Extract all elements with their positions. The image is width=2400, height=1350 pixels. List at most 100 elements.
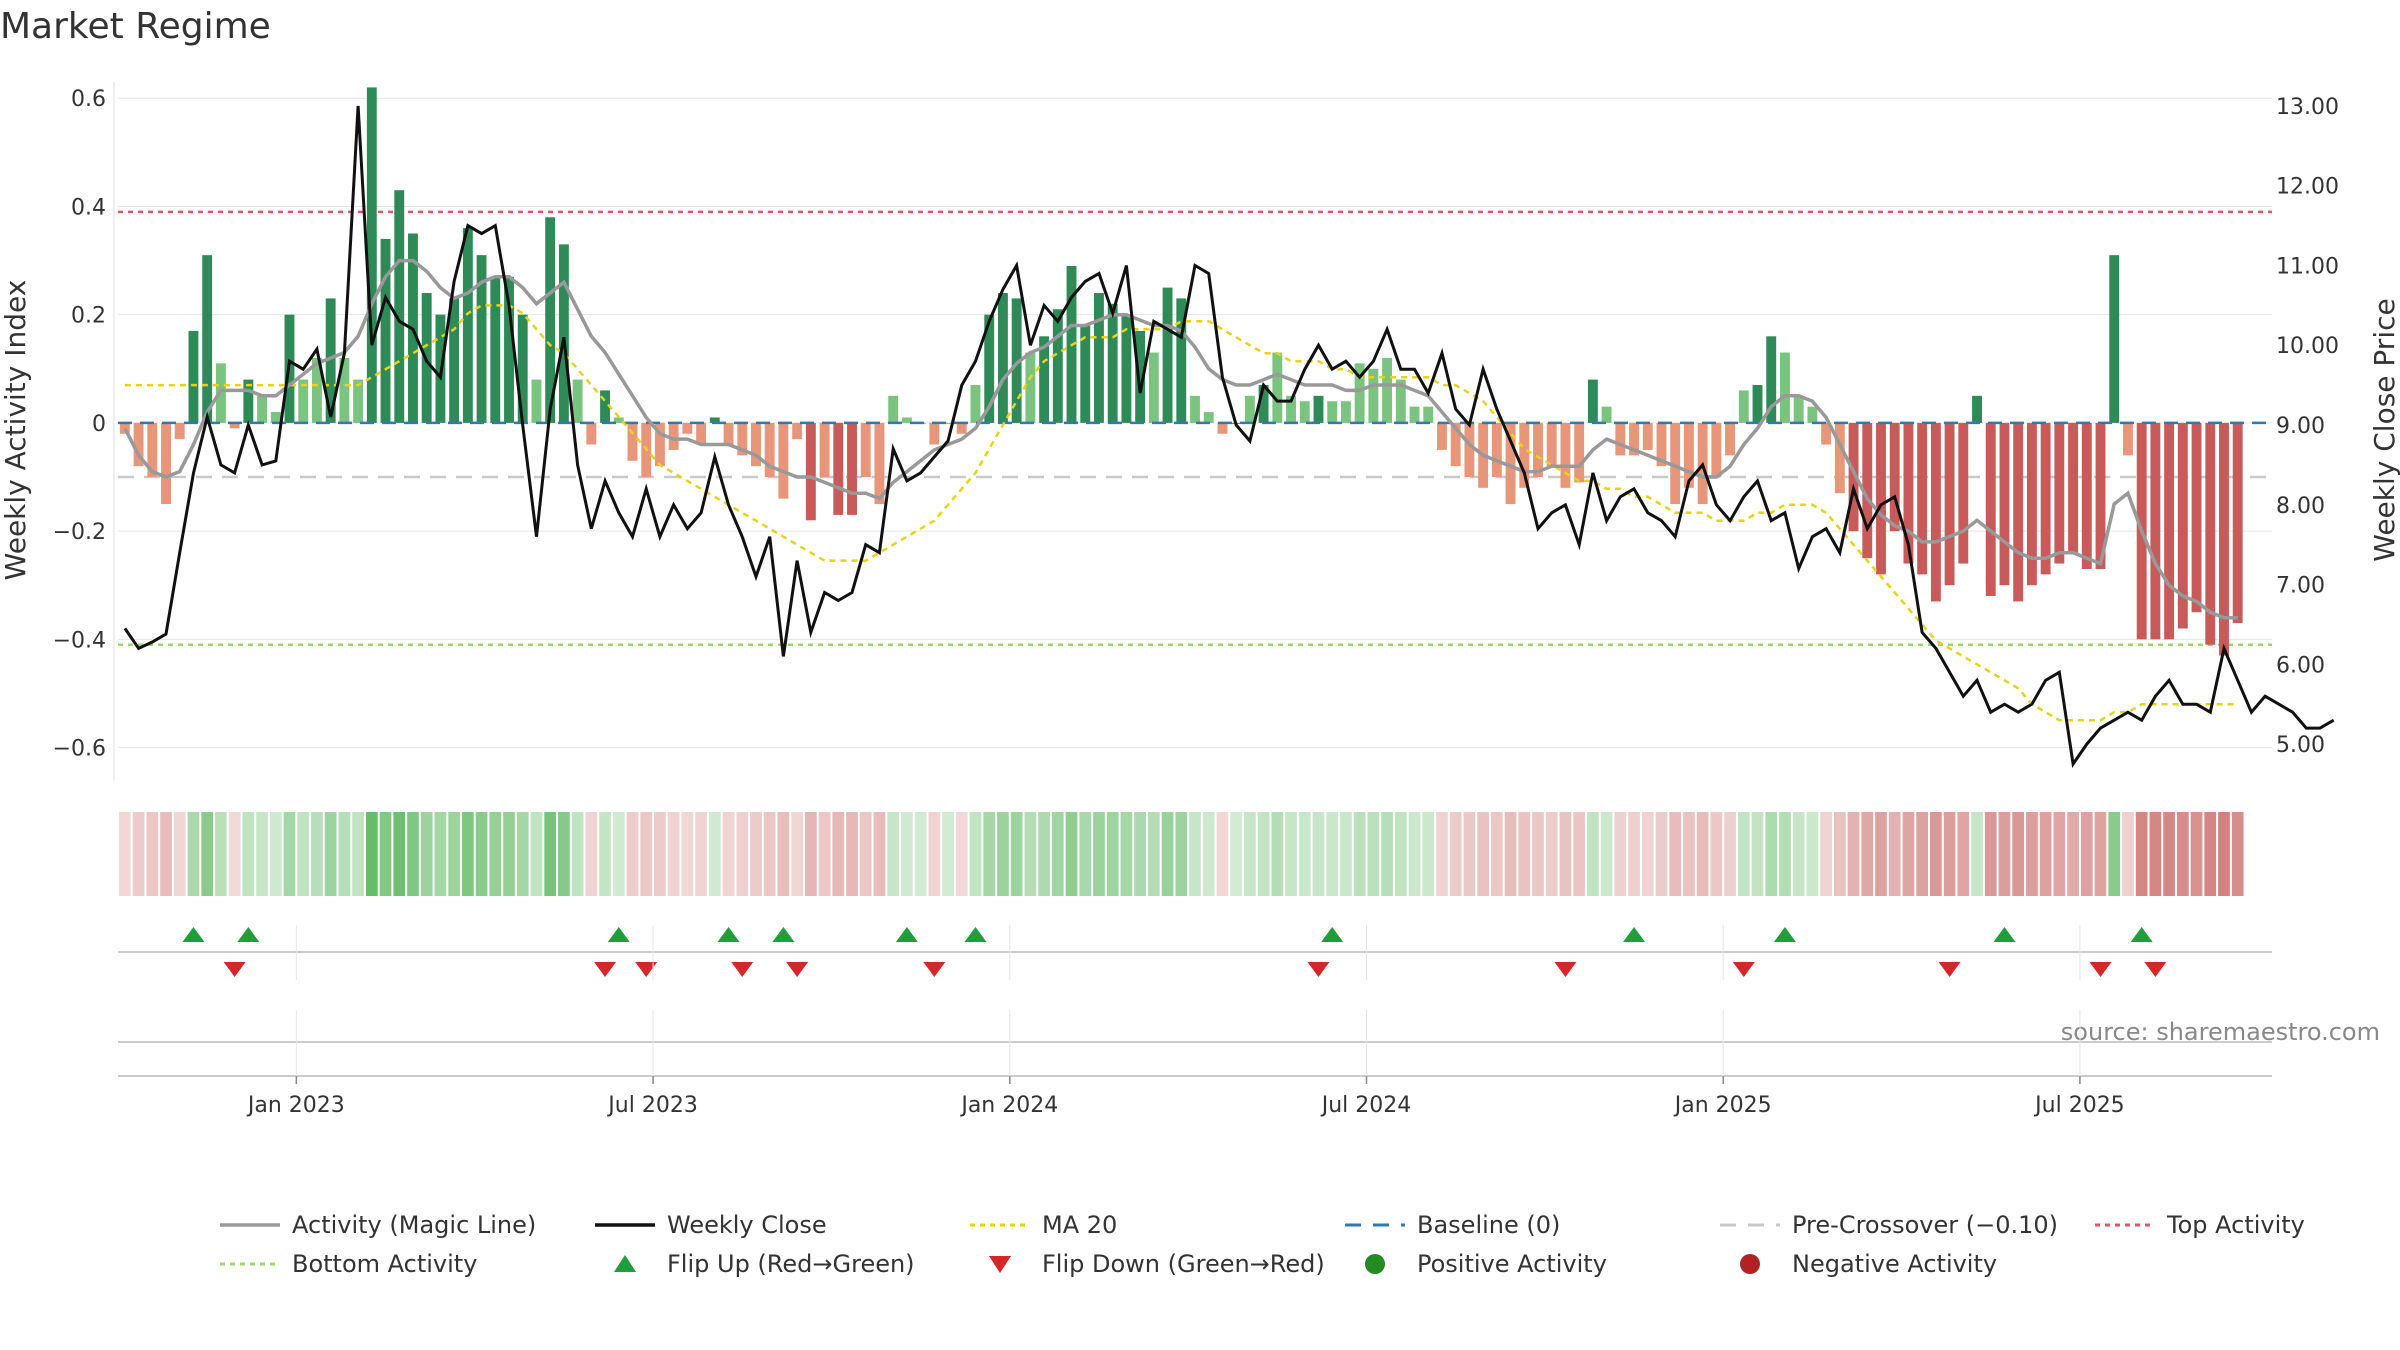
regime-cell — [846, 812, 858, 896]
x-tick-label: Jan 2023 — [246, 1093, 345, 1118]
activity-bar — [2068, 422, 2079, 553]
activity-bar — [1642, 422, 1653, 450]
regime-cell — [1106, 812, 1119, 896]
y-left-tick-label: −0.2 — [53, 520, 106, 545]
activity-bar — [1272, 352, 1283, 423]
regime-cell — [887, 812, 900, 896]
y-axis-right-label: Weekly Close Price — [2368, 298, 2400, 561]
activity-bar — [627, 422, 638, 461]
legend-item: MA 20 — [970, 1211, 1117, 1239]
regime-cell — [393, 812, 406, 896]
activity-bar — [1094, 293, 1104, 423]
regime-cell — [1216, 812, 1229, 896]
activity-bar — [2123, 422, 2133, 456]
regime-cell — [448, 812, 460, 896]
regime-cell — [503, 812, 515, 896]
activity-bar — [1450, 422, 1461, 467]
activity-bar — [119, 422, 130, 434]
activity-bar — [462, 228, 473, 423]
regime-cell — [201, 812, 214, 896]
legend-label: Activity (Magic Line) — [292, 1211, 536, 1239]
activity-bar — [1491, 422, 1502, 477]
regime-cell — [173, 812, 186, 896]
regime-cell — [1573, 812, 1586, 896]
y-right-tick-label: 6.00 — [2276, 653, 2325, 678]
regime-cell — [2026, 812, 2038, 896]
flip-panel — [118, 927, 2272, 1077]
activity-bar — [1107, 303, 1118, 423]
y-right-tick-label: 11.00 — [2276, 254, 2339, 279]
regime-cell — [338, 812, 351, 896]
activity-bar — [2054, 422, 2065, 564]
activity-bar — [586, 422, 597, 445]
regime-cell — [804, 812, 817, 896]
regime-cell — [516, 812, 529, 896]
plot-area: 0.6 0.4 0.2 0 −0.2 −0.4 −0.6 13.00 12.00 11.00 10.… — [53, 82, 2339, 780]
regime-cell — [256, 812, 268, 896]
y-left-tick-label: 0.2 — [71, 304, 106, 329]
legend-item: Flip Up (Red→Green) — [614, 1250, 915, 1278]
legend-label: MA 20 — [1042, 1211, 1117, 1239]
regime-cell — [2080, 812, 2093, 896]
activity-bar — [1533, 422, 1543, 477]
regime-cell — [544, 812, 557, 896]
activity-bar — [682, 422, 693, 434]
regime-cell — [1984, 812, 1997, 896]
regime-cell — [571, 812, 584, 896]
regime-cell — [119, 812, 131, 896]
regime-cell — [2039, 812, 2052, 896]
regime-cell — [1449, 812, 1462, 896]
regime-cell — [667, 812, 680, 896]
activity-bar — [1258, 385, 1269, 423]
regime-cell — [942, 812, 954, 896]
regime-cell — [132, 812, 145, 896]
regime-cell — [1257, 812, 1270, 896]
regime-cell — [228, 812, 241, 896]
regime-cell — [612, 812, 625, 896]
activity-bar — [1286, 395, 1296, 423]
activity-bar — [2191, 422, 2202, 613]
flip-down-marker — [1938, 962, 1961, 977]
activity-bar — [723, 422, 734, 445]
regime-cell — [2204, 812, 2217, 896]
regime-cell — [1518, 812, 1531, 896]
regime-cell — [283, 812, 296, 896]
regime-cell — [1271, 812, 1284, 896]
regime-cell — [324, 812, 337, 896]
activity-bar — [1834, 422, 1845, 494]
activity-bar — [504, 276, 514, 423]
regime-cell — [832, 812, 845, 896]
regime-cell — [365, 812, 378, 896]
regime-cell — [1051, 812, 1064, 896]
activity-bar — [1039, 336, 1050, 423]
regime-cell — [1147, 812, 1160, 896]
regime-cell — [2176, 812, 2189, 896]
regime-cell — [1230, 812, 1243, 896]
regime-cell — [311, 812, 323, 896]
activity-bar — [668, 422, 679, 450]
activity-bar — [1052, 309, 1063, 423]
y-left-tick-label: −0.4 — [53, 628, 106, 653]
activity-bar — [229, 422, 240, 429]
regime-cell — [2190, 812, 2203, 896]
activity-bar — [847, 422, 857, 515]
y-right-tick-label: 10.00 — [2276, 334, 2339, 359]
regime-cell — [1024, 812, 1037, 896]
activity-bar — [2040, 422, 2051, 575]
activity-bar — [1601, 406, 1612, 423]
activity-bar — [874, 422, 885, 505]
regime-cell — [558, 812, 570, 896]
legend-item: Pre-Crossover (−0.10) — [1720, 1211, 2058, 1239]
activity-bar — [1135, 330, 1146, 423]
activity-bar — [1725, 422, 1736, 456]
activity-bar — [2095, 422, 2106, 569]
activity-bar — [449, 298, 460, 423]
activity-bar — [929, 422, 940, 445]
flip-up-marker — [1623, 927, 1646, 942]
flip-up-marker — [607, 927, 630, 942]
regime-cell — [1943, 812, 1956, 896]
regime-cell — [1381, 812, 1393, 896]
activity-bar — [1423, 406, 1434, 423]
regime-cell — [269, 812, 282, 896]
